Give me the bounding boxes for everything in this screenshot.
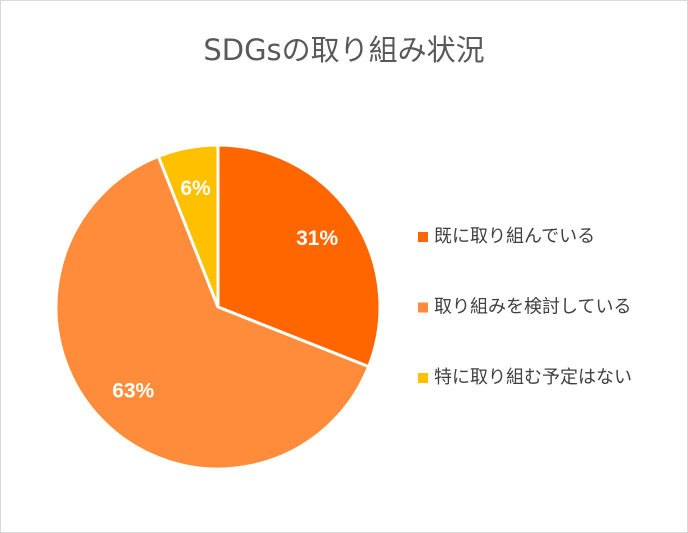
- pie-slice: [54, 154, 371, 471]
- data-label: 63%: [112, 379, 154, 402]
- pie-slice: [156, 143, 220, 308]
- data-label: 31%: [296, 227, 338, 250]
- chart-title: SDGsの取り組み状況: [203, 33, 484, 67]
- legend-swatch: [418, 302, 428, 313]
- legend-swatch: [418, 373, 428, 383]
- legend-label: 特に取り組む予定はない: [434, 367, 632, 388]
- legend-label: 既に取り組んでいる: [434, 226, 595, 247]
- pie-slice: [216, 143, 382, 369]
- legend-swatch: [418, 232, 428, 242]
- legend-label: 取り組みを検討している: [434, 297, 631, 318]
- data-label: 6%: [180, 177, 211, 200]
